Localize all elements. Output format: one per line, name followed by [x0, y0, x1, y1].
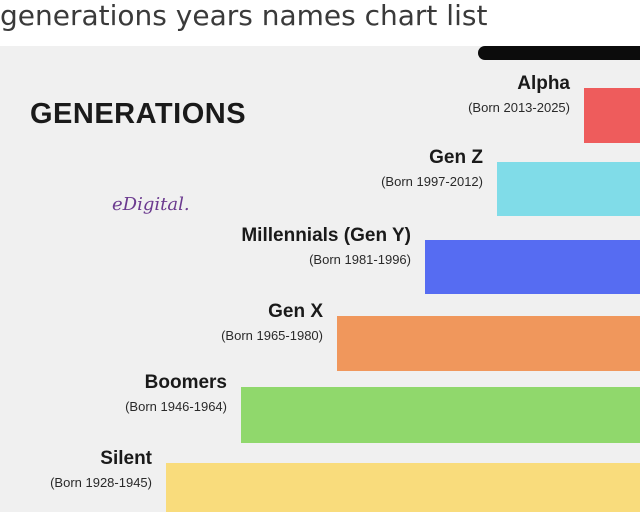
generation-name: Gen X	[268, 301, 323, 322]
bar-boomers	[241, 387, 640, 443]
page-caption: generations years names chart list	[0, 0, 488, 32]
chart-heading: GENERATIONS	[30, 98, 247, 130]
bar-gen-x	[337, 316, 640, 371]
generation-years: (Born 1997-2012)	[381, 174, 483, 189]
generation-years: (Born 2013-2025)	[468, 100, 570, 115]
top-accent-bar	[478, 46, 640, 60]
bar-gen-z	[497, 162, 640, 216]
generation-years: (Born 1965-1980)	[221, 328, 323, 343]
generation-name: Millennials (Gen Y)	[241, 225, 411, 246]
bar-silent	[166, 463, 640, 512]
brand-logo: eDigital.	[112, 194, 190, 215]
generation-years: (Born 1981-1996)	[309, 252, 411, 267]
generation-years: (Born 1928-1945)	[50, 475, 152, 490]
generation-years: (Born 1946-1964)	[125, 399, 227, 414]
generation-name: Gen Z	[429, 147, 483, 168]
generation-name: Boomers	[144, 372, 227, 393]
bar-millennials-gen-y	[425, 240, 640, 294]
generation-name: Alpha	[517, 73, 570, 94]
generation-name: Silent	[100, 448, 152, 469]
chart-panel: GENERATIONS eDigital. Alpha (Born 2013-20…	[0, 46, 640, 512]
bar-alpha	[584, 88, 640, 143]
